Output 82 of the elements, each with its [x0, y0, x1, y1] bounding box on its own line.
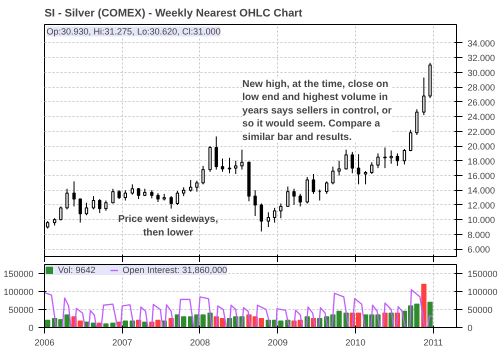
y-tick-label: 10.000 [468, 215, 496, 226]
candlestick [220, 158, 224, 172]
annotation: New high, at the time, close on low end and highest volume in years says sellers in control, or so it would seem. Compare a similar bar and results. [242, 79, 392, 143]
y-tick-label: 24.000 [468, 112, 496, 122]
candlestick [356, 154, 360, 185]
candlestick [383, 146, 387, 169]
y-tick-label: 20.000 [468, 142, 496, 152]
y-tick-label: 18.000 [468, 156, 496, 166]
candlestick [390, 150, 393, 164]
candlestick [415, 108, 419, 136]
y-tick-label: 14.000 [468, 186, 496, 196]
candlestick [111, 188, 115, 204]
y-tick-label: 50000 [8, 305, 34, 315]
candlestick [170, 196, 173, 210]
candlestick [260, 202, 264, 232]
candlestick [266, 212, 270, 228]
candlestick [234, 160, 238, 175]
candlestick [104, 200, 108, 212]
candlestick [176, 190, 180, 206]
candlestick [136, 188, 140, 200]
candlestick [370, 162, 374, 175]
candlestick [344, 149, 348, 170]
y-tick-label: 34.000 [468, 38, 496, 48]
candlestick [292, 188, 296, 206]
candlestick [92, 196, 96, 210]
legend-label: Vol: 9642 [58, 265, 96, 275]
candlestick [130, 184, 134, 196]
candlestick [376, 152, 380, 169]
candlestick [396, 152, 400, 166]
candlestick [272, 207, 276, 224]
candlestick [337, 160, 341, 176]
candlestick [228, 157, 232, 174]
x-tick-label: 2010 [345, 338, 366, 348]
candlestick [124, 190, 128, 202]
x-tick-label: 2008 [190, 338, 210, 348]
candlestick [195, 180, 199, 192]
candlestick [98, 198, 102, 214]
candlestick [214, 136, 218, 170]
candlestick [286, 186, 290, 207]
annotation: Price went sideways, then lower [118, 214, 218, 238]
candlestick [402, 148, 406, 165]
x-tick-label: 2006 [34, 338, 55, 348]
candlestick [306, 176, 309, 204]
candlestick [208, 146, 212, 172]
candlestick [240, 149, 244, 170]
candlestick [188, 179, 192, 192]
y-tick-label: 12.000 [468, 200, 496, 210]
y-tick-label: 100000 [3, 287, 34, 297]
candlestick [72, 180, 76, 207]
candlestick [84, 202, 88, 216]
y-tick-label: 150000 [3, 269, 34, 279]
y-tick-label: 16.000 [468, 170, 496, 181]
candlestick [331, 166, 335, 185]
y-tick-label: 0 [28, 323, 34, 333]
x-tick-label: 2009 [268, 338, 288, 348]
annotation: Op:30.930, Hi:31.275, Lo:30.620, Cl:31.000 [46, 26, 221, 36]
candlestick [279, 202, 282, 219]
y-tick-label: 26.000 [468, 97, 496, 108]
y-tick-label: 6.000 [468, 244, 490, 255]
legend-label: Open Interest: 31,860,000 [122, 265, 228, 275]
bar [110, 322, 116, 328]
candlestick [59, 206, 62, 221]
candlestick [312, 174, 316, 194]
y-tick-label: 30.000 [468, 68, 496, 78]
candlestick [408, 129, 412, 152]
candlestick [201, 165, 205, 185]
candlestick [298, 193, 302, 207]
x-tick-label: 2011 [424, 338, 443, 348]
line-series [44, 289, 434, 328]
candlestick [325, 180, 328, 194]
x-tick-label: 2007 [112, 338, 132, 348]
candlestick [254, 190, 257, 216]
y-tick-label: 32.000 [468, 53, 496, 64]
y-tick-label: 28.000 [468, 82, 496, 93]
y-tick-label: 8.000 [468, 230, 490, 240]
candlestick [65, 188, 69, 210]
candlestick [78, 198, 82, 224]
chart-title: SI - Silver (COMEX) - Weekly Nearest OHLC Chart [44, 8, 303, 20]
candlestick [350, 151, 354, 174]
candlestick [422, 77, 426, 116]
candlestick [364, 170, 368, 185]
y-tick-label: 22.000 [468, 126, 496, 137]
